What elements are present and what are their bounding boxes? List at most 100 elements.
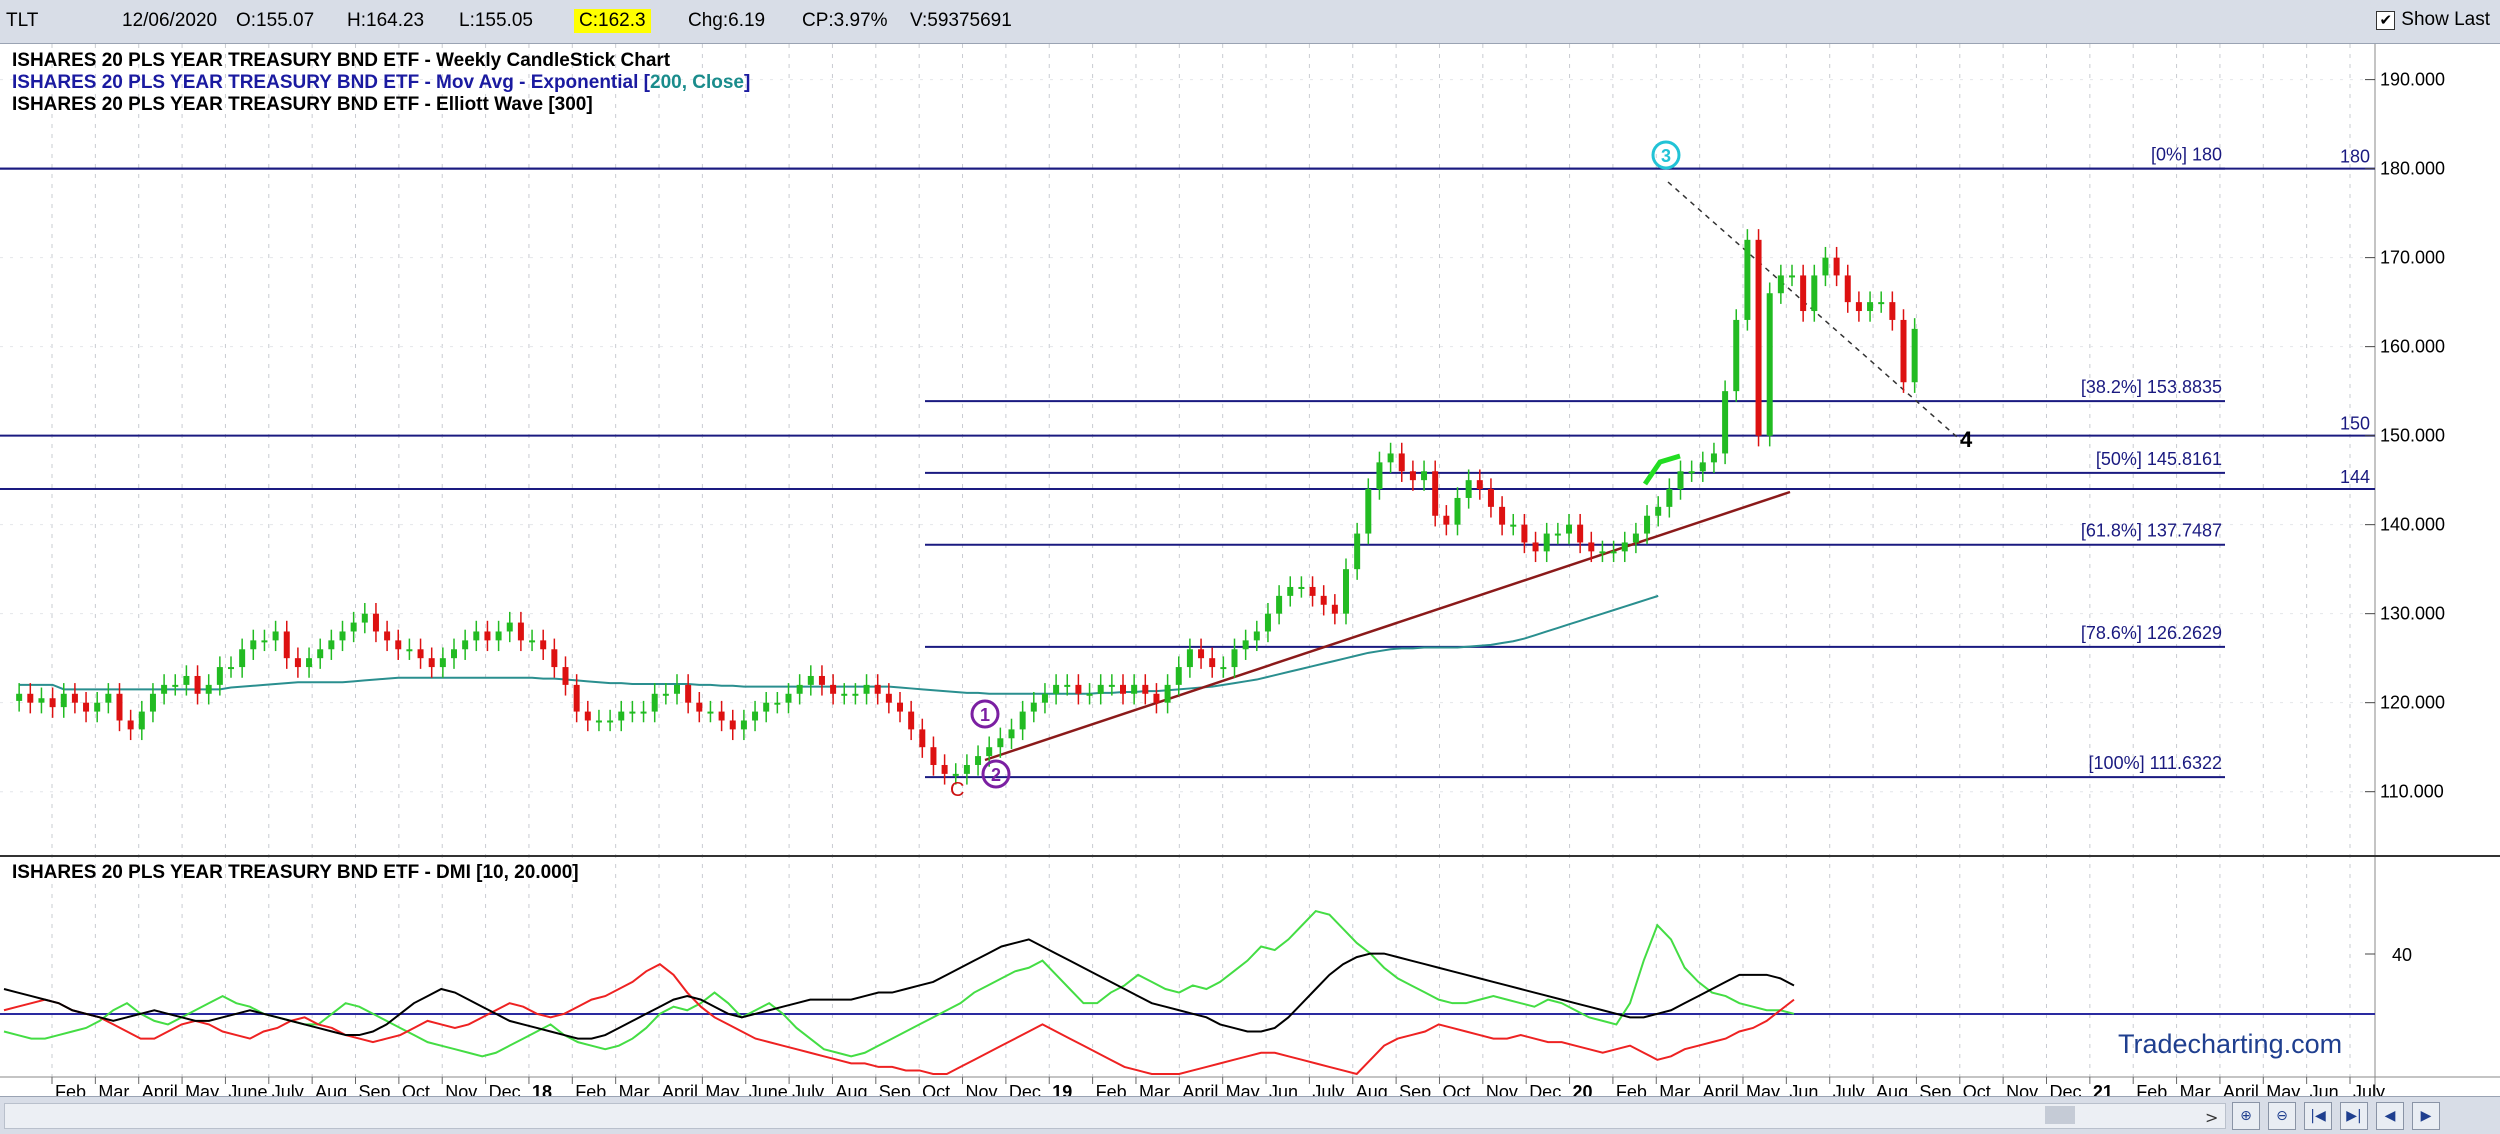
wave-2-circle bbox=[981, 759, 1011, 789]
time-label: July bbox=[272, 1082, 304, 1096]
candle-body bbox=[662, 693, 669, 696]
candle-body bbox=[1655, 506, 1662, 516]
time-label: Oct bbox=[1963, 1082, 1991, 1096]
quote-change-pct: CP:3.97% bbox=[802, 10, 888, 31]
candle-body bbox=[1432, 471, 1439, 516]
candle-body bbox=[1855, 302, 1862, 312]
arrow-left-icon: ◀ bbox=[2384, 1108, 2396, 1124]
candle-body bbox=[740, 720, 747, 730]
candle-body bbox=[294, 658, 301, 668]
time-label: May bbox=[185, 1082, 219, 1096]
trendline bbox=[984, 490, 1791, 762]
time-label: Mar bbox=[619, 1082, 650, 1096]
scroll-left-button[interactable]: ◀ bbox=[2376, 1102, 2404, 1130]
time-label: Aug bbox=[1876, 1082, 1908, 1096]
wave-labels: C 1 2 3 4 bbox=[950, 140, 1973, 801]
scroll-right-button[interactable]: ▶ bbox=[2412, 1102, 2440, 1130]
price-label: 190.000 bbox=[2380, 70, 2445, 90]
show-last-checkbox[interactable]: ✔ bbox=[2376, 10, 2396, 30]
candle-body bbox=[1867, 302, 1874, 312]
candle-body bbox=[629, 711, 636, 714]
candle-body bbox=[1131, 684, 1138, 694]
show-last-label: Show Last bbox=[2401, 9, 2490, 30]
ema-200-line bbox=[19, 594, 1659, 695]
adx-line bbox=[3, 938, 1795, 1040]
candle-body bbox=[1264, 613, 1271, 632]
candle-body bbox=[1298, 586, 1305, 589]
time-label: April bbox=[1182, 1082, 1218, 1096]
time-label: July bbox=[1312, 1082, 1344, 1096]
scrollbar-thumb[interactable] bbox=[2045, 1106, 2075, 1124]
candle-body bbox=[239, 649, 246, 668]
time-label: Nov bbox=[966, 1082, 998, 1096]
time-label: Sep bbox=[879, 1082, 911, 1096]
zoom-in-button[interactable]: ⊕ bbox=[2232, 1102, 2260, 1130]
zoom-out-button[interactable]: ⊖ bbox=[2268, 1102, 2296, 1130]
hline-label: 144 bbox=[2340, 467, 2370, 487]
candle-body bbox=[1599, 551, 1606, 554]
show-last-toggle[interactable]: ✔ Show Last bbox=[2376, 9, 2490, 31]
candle-body bbox=[16, 693, 23, 701]
candle-body bbox=[1677, 471, 1684, 490]
candle-body bbox=[194, 675, 201, 694]
scroll-end-button[interactable]: ▶| bbox=[2340, 1102, 2368, 1130]
candle-body bbox=[361, 613, 368, 623]
candle-body bbox=[1231, 649, 1238, 668]
time-label: Oct bbox=[402, 1082, 430, 1096]
candle-body bbox=[94, 702, 101, 712]
chart-area[interactable]: [0%] 180 [38.2%] 153.8835 [50%] 145.8161 [6… bbox=[0, 44, 2500, 1096]
candle-body bbox=[718, 711, 725, 721]
arrow-right-icon: ▶ bbox=[2420, 1108, 2432, 1124]
time-label: Nov bbox=[1486, 1082, 1518, 1096]
candle-body bbox=[1220, 667, 1227, 670]
scroll-start-button[interactable]: |◀ bbox=[2304, 1102, 2332, 1130]
candle-body bbox=[1521, 524, 1528, 543]
time-label: Sep bbox=[1399, 1082, 1431, 1096]
candle-body bbox=[584, 711, 591, 721]
candle-body bbox=[1086, 693, 1093, 696]
wave-4-label: 4 bbox=[1960, 427, 1973, 452]
time-label: Jun bbox=[1789, 1082, 1818, 1096]
candle-body bbox=[1644, 515, 1651, 534]
skip-forward-icon: ▶| bbox=[2346, 1108, 2362, 1124]
candle-body bbox=[1041, 693, 1048, 703]
candle-body bbox=[216, 667, 223, 685]
price-label: 130.000 bbox=[2380, 604, 2445, 624]
zoom-in-icon: ⊕ bbox=[2240, 1108, 2252, 1124]
time-label: April bbox=[662, 1082, 698, 1096]
time-label: July bbox=[792, 1082, 824, 1096]
candle-body bbox=[1666, 489, 1673, 507]
time-label: 18 bbox=[532, 1082, 552, 1096]
candle-body bbox=[1331, 604, 1338, 614]
quote-high: H:164.23 bbox=[347, 10, 425, 31]
bottom-toolbar: > ⊕ ⊖ |◀ ▶| ◀ ▶ bbox=[0, 1096, 2500, 1134]
time-label: 19 bbox=[1052, 1082, 1072, 1096]
watermark: Tradecharting.com bbox=[2118, 1029, 2342, 1059]
quote-change: Chg:6.19 bbox=[688, 10, 766, 31]
candle-body bbox=[1175, 667, 1182, 685]
candle-body bbox=[863, 684, 870, 694]
candle-body bbox=[1566, 524, 1572, 534]
time-label: Jun bbox=[2310, 1082, 2339, 1096]
candle-body bbox=[1443, 515, 1450, 525]
candle-body bbox=[1398, 453, 1405, 472]
candle-body bbox=[640, 711, 647, 714]
candle-body bbox=[1811, 275, 1818, 312]
candle-body bbox=[49, 698, 56, 708]
candle-body bbox=[484, 631, 491, 641]
candle-body bbox=[1409, 471, 1416, 481]
candle-body bbox=[1030, 702, 1037, 712]
candle-body bbox=[785, 693, 792, 703]
candle-body bbox=[384, 631, 391, 641]
fib-label: [0%] 180 bbox=[2151, 145, 2222, 165]
candle-body bbox=[38, 698, 45, 703]
candle-body bbox=[1800, 275, 1807, 312]
candle-body bbox=[428, 658, 435, 668]
horizontal-scrollbar[interactable]: > bbox=[4, 1103, 2226, 1129]
candle-body bbox=[306, 658, 313, 668]
scroll-right-arrow[interactable]: > bbox=[2205, 1108, 2219, 1127]
time-label: Aug bbox=[315, 1082, 347, 1096]
time-label: 20 bbox=[1573, 1082, 1593, 1096]
candle-body bbox=[406, 649, 413, 652]
price-label: 170.000 bbox=[2380, 248, 2445, 268]
